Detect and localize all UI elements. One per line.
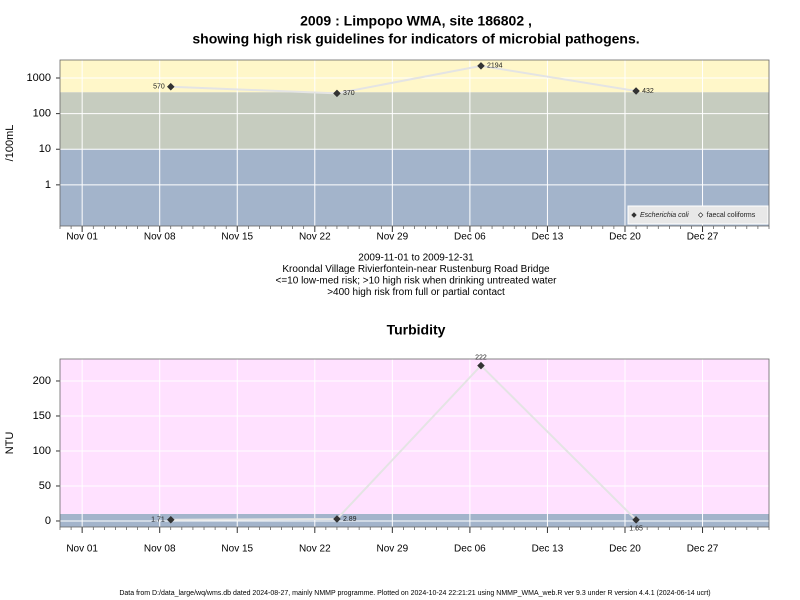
data-label: 2.89 bbox=[343, 516, 357, 523]
legend-label: faecal coliforms bbox=[707, 212, 756, 219]
note: >400 high risk from full or partial cont… bbox=[327, 287, 505, 298]
x-tick-label: Nov 29 bbox=[377, 232, 409, 243]
legend-marker bbox=[631, 212, 637, 218]
series-line bbox=[170, 64, 637, 95]
x-tick-label: Nov 22 bbox=[299, 232, 331, 243]
risk-band bbox=[60, 92, 769, 150]
data-point bbox=[167, 516, 175, 524]
x-tick-label: Nov 15 bbox=[221, 232, 253, 243]
x-tick-label: Nov 22 bbox=[299, 544, 331, 555]
series-line bbox=[170, 364, 637, 521]
note: 2009-11-01 to 2009-12-31 bbox=[358, 253, 474, 264]
data-point bbox=[167, 82, 175, 91]
y-tick-label: 0 bbox=[45, 515, 51, 527]
data-label: 570 bbox=[153, 84, 165, 91]
data-point bbox=[477, 361, 485, 370]
data-label: 370 bbox=[343, 90, 355, 97]
plot-frame bbox=[59, 358, 770, 528]
chart-subtitle: showing high risk guidelines for indicat… bbox=[192, 31, 639, 47]
x-tick-label: Dec 13 bbox=[532, 232, 564, 243]
data-point bbox=[632, 516, 640, 524]
x-tick-label: Dec 27 bbox=[687, 544, 719, 555]
data-label: 2194 bbox=[487, 63, 503, 70]
y-tick-label: 50 bbox=[39, 480, 51, 492]
y-tick-label: 10 bbox=[39, 143, 51, 155]
x-tick-label: Dec 27 bbox=[687, 232, 719, 243]
y-axis-label: /100mL bbox=[4, 125, 16, 162]
y-tick-label: 1 bbox=[45, 179, 51, 191]
x-tick-label: Nov 01 bbox=[66, 544, 98, 555]
data-label: 222 bbox=[475, 354, 487, 361]
plot-frame bbox=[59, 59, 770, 227]
data-point bbox=[477, 62, 485, 70]
data-point bbox=[333, 515, 341, 523]
data-point bbox=[333, 89, 341, 98]
y-tick-label: 1000 bbox=[27, 72, 51, 84]
legend-label: Escherichia coli bbox=[640, 212, 689, 219]
y-axis-label: NTU bbox=[4, 432, 16, 455]
y-tick-label: 200 bbox=[33, 375, 51, 387]
y-tick-label: 100 bbox=[33, 445, 51, 457]
legend-marker bbox=[697, 212, 704, 218]
note: Kroondal Village Rivierfontein-near Rust… bbox=[282, 264, 550, 275]
y-tick-label: 150 bbox=[33, 410, 51, 422]
x-tick-label: Nov 29 bbox=[377, 544, 409, 555]
x-tick-label: Nov 15 bbox=[221, 544, 253, 555]
x-tick-label: Dec 13 bbox=[532, 544, 564, 555]
data-label: 432 bbox=[642, 88, 654, 95]
risk-band bbox=[60, 60, 769, 93]
footer: Data from D:/data_large/wq/wms.db dated … bbox=[119, 590, 710, 597]
x-tick-label: Dec 20 bbox=[609, 232, 641, 243]
data-point bbox=[632, 87, 640, 95]
x-tick-label: Nov 08 bbox=[144, 544, 176, 555]
chart-title: 2009 : Limpopo WMA, site 186802 , bbox=[300, 13, 532, 29]
y-tick-label: 100 bbox=[33, 108, 51, 120]
x-tick-label: Dec 06 bbox=[454, 232, 486, 243]
x-tick-label: Dec 06 bbox=[454, 544, 486, 555]
data-label: 1.65 bbox=[629, 526, 643, 533]
x-tick-label: Nov 08 bbox=[144, 232, 176, 243]
note: <=10 low-med risk; >10 high risk when dr… bbox=[276, 276, 558, 287]
data-label: 1.71 bbox=[151, 517, 165, 524]
chart-title: Turbidity bbox=[387, 322, 446, 338]
x-tick-label: Dec 20 bbox=[609, 544, 641, 555]
x-tick-label: Nov 01 bbox=[66, 232, 98, 243]
